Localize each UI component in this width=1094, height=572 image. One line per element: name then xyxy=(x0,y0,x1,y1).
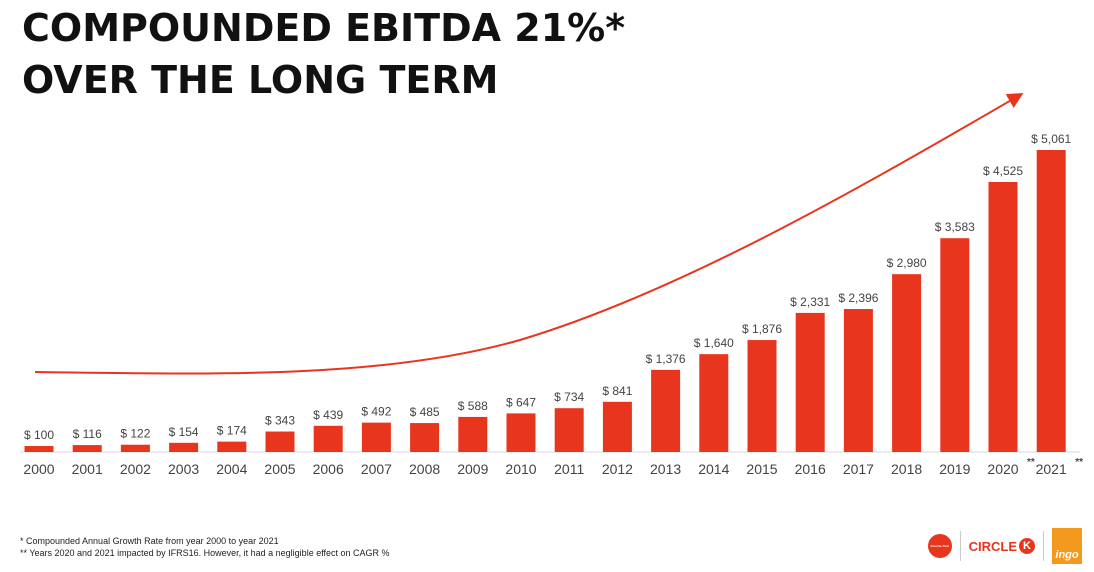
data-label-2010: $ 647 xyxy=(506,395,536,409)
bar-2004 xyxy=(217,441,247,452)
x-tick-2017: 2017 xyxy=(843,461,874,477)
x-tick-2002: 2002 xyxy=(120,461,151,477)
data-label-2001: $ 116 xyxy=(73,427,102,441)
bar-2016 xyxy=(795,312,825,452)
ebitda-bar-chart: $ 100 2000 $ 116 2001 $ 122 2002 $ 154 2003 $ 17… xyxy=(20,92,1083,477)
bar-2021 xyxy=(1036,150,1066,452)
bar-2009 xyxy=(458,416,488,452)
bar-2014 xyxy=(699,354,729,452)
data-label-2018: $ 2,980 xyxy=(887,256,927,270)
bar-2015 xyxy=(747,340,777,452)
x-tick-2004: 2004 xyxy=(216,461,247,477)
data-label-2004: $ 174 xyxy=(217,424,247,438)
x-tick-2018: 2018 xyxy=(891,461,922,477)
data-label-2019: $ 3,583 xyxy=(935,220,975,234)
bar-2005 xyxy=(265,431,295,452)
x-tick-2010: 2010 xyxy=(505,461,536,477)
x-tick-2015: 2015 xyxy=(746,461,777,477)
bar-2010 xyxy=(506,413,536,452)
bar-2020 xyxy=(988,181,1018,452)
ingo-text: ingo xyxy=(1055,549,1079,561)
x-tick-2007: 2007 xyxy=(361,461,392,477)
circle-k-mark: K xyxy=(1019,538,1035,554)
logo-divider xyxy=(959,531,961,561)
title-line-2: OVER THE LONG TERM xyxy=(22,58,499,102)
title-line-1: COMPOUNDED EBITDA 21%* xyxy=(22,6,626,50)
x-tick-2021: 2021 xyxy=(1036,461,1067,477)
x-tick-2001: 2001 xyxy=(72,461,103,477)
x-tick-2016: 2016 xyxy=(795,461,826,477)
bar-2019 xyxy=(940,238,970,452)
footnote-marker-2020: ** xyxy=(1027,457,1035,468)
circle-k-logo: CIRCLE K xyxy=(969,538,1035,554)
x-tick-2012: 2012 xyxy=(602,461,633,477)
data-label-2008: $ 485 xyxy=(410,405,440,419)
footnote-cagr: * Compounded Annual Growth Rate from yea… xyxy=(20,536,279,546)
logo-divider xyxy=(1043,531,1044,561)
bar-2002 xyxy=(120,444,150,452)
bar-2006 xyxy=(313,425,343,452)
ingo-logo: ingo xyxy=(1052,528,1082,564)
data-label-2017: $ 2,396 xyxy=(838,291,878,305)
bar-2008 xyxy=(410,423,440,452)
data-label-2002: $ 122 xyxy=(120,427,150,441)
data-label-2016: $ 2,331 xyxy=(790,295,830,309)
bar-2017 xyxy=(843,309,873,452)
x-tick-2019: 2019 xyxy=(939,461,970,477)
x-tick-2003: 2003 xyxy=(168,461,199,477)
data-label-2005: $ 343 xyxy=(265,414,295,428)
trend-arrow xyxy=(34,92,1024,375)
x-tick-2006: 2006 xyxy=(313,461,344,477)
data-label-2012: $ 841 xyxy=(602,384,632,398)
x-tick-2013: 2013 xyxy=(650,461,681,477)
bar-2003 xyxy=(169,442,199,452)
data-label-2009: $ 588 xyxy=(458,399,488,413)
footnote-marker-2021: ** xyxy=(1075,457,1083,468)
bar-2000 xyxy=(24,446,54,452)
data-label-2007: $ 492 xyxy=(361,405,391,419)
page-title: COMPOUNDED EBITDA 21%* OVER THE LONG TER… xyxy=(22,2,625,106)
data-label-2015: $ 1,876 xyxy=(742,322,782,336)
data-label-2006: $ 439 xyxy=(313,408,343,422)
x-tick-2005: 2005 xyxy=(264,461,295,477)
x-tick-2011: 2011 xyxy=(554,461,584,477)
couche-tard-logo-text: Couche-Tard xyxy=(930,544,949,548)
data-label-2011: $ 734 xyxy=(554,390,584,404)
x-tick-2000: 2000 xyxy=(23,461,54,477)
brand-logos: Couche-Tard CIRCLE K ingo xyxy=(927,528,1082,564)
data-label-2014: $ 1,640 xyxy=(694,336,734,350)
data-label-2003: $ 154 xyxy=(169,425,199,439)
bar-2007 xyxy=(361,422,391,452)
data-label-2000: $ 100 xyxy=(24,428,54,442)
x-tick-2008: 2008 xyxy=(409,461,440,477)
circle-k-text: CIRCLE xyxy=(968,538,1017,554)
footnotes: * Compounded Annual Growth Rate from yea… xyxy=(20,535,390,559)
couche-tard-logo: Couche-Tard xyxy=(927,534,952,558)
data-label-2013: $ 1,376 xyxy=(646,352,686,366)
footnote-ifrs16: ** Years 2020 and 2021 impacted by IFRS1… xyxy=(20,548,390,558)
bar-2011 xyxy=(554,408,584,452)
bar-2012 xyxy=(602,401,632,452)
x-tick-2020: 2020 xyxy=(987,461,1018,477)
x-tick-2009: 2009 xyxy=(457,461,488,477)
bar-2013 xyxy=(651,369,681,452)
x-tick-2014: 2014 xyxy=(698,461,729,477)
data-label-2021: $ 5,061 xyxy=(1031,132,1071,146)
data-label-2020: $ 4,525 xyxy=(983,164,1023,178)
bar-2001 xyxy=(72,445,102,452)
bar-2018 xyxy=(892,274,922,452)
